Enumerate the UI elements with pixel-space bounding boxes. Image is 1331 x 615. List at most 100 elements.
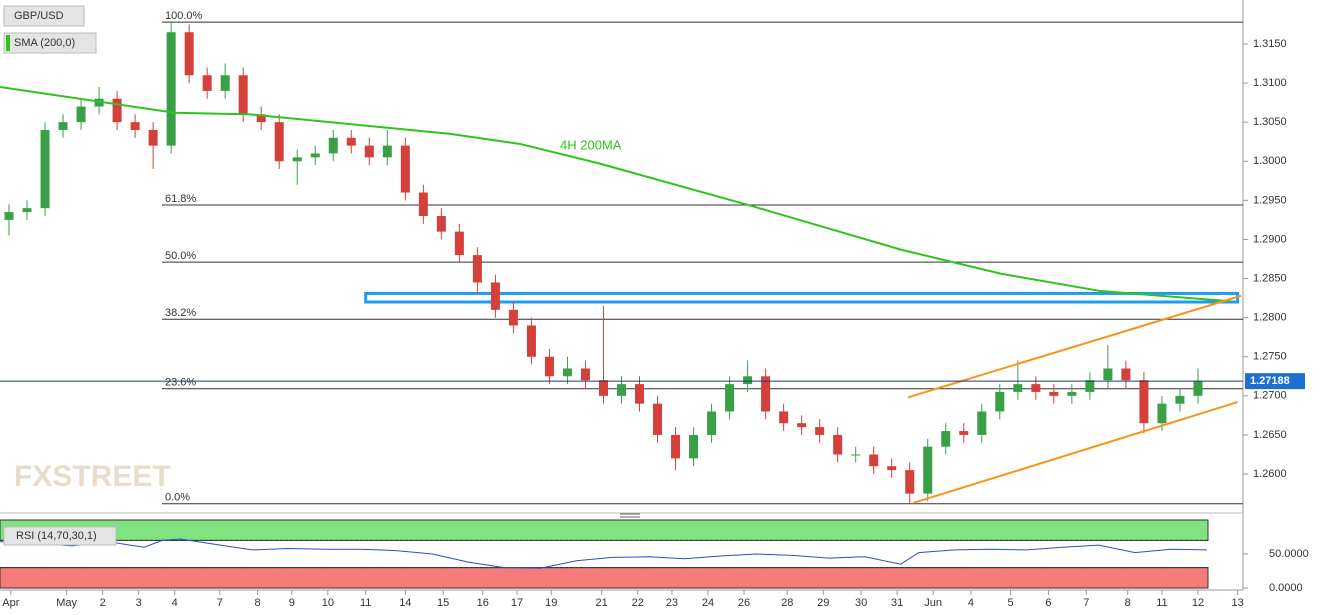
candle-body	[707, 411, 717, 435]
y-tick-label: 1.2900	[1253, 233, 1287, 245]
y-tick-label: 1.3050	[1253, 116, 1287, 128]
candle-body	[851, 454, 861, 456]
candle-body	[1049, 391, 1059, 396]
candle-body	[1193, 380, 1203, 396]
y-tick-label: 1.2950	[1253, 194, 1287, 206]
candle-body	[616, 384, 627, 396]
y-tick-label: 1.2600	[1253, 468, 1287, 480]
x-tick-label: 11	[360, 597, 371, 609]
candle-body	[959, 431, 969, 435]
candle-body	[436, 215, 446, 232]
x-tick-label: 6	[1045, 597, 1051, 609]
y-tick-label: 1.3100	[1253, 77, 1287, 89]
candle-body	[490, 282, 500, 310]
legend-box	[3, 32, 97, 54]
candle-body	[1031, 384, 1041, 392]
rsi-title-box	[3, 526, 117, 546]
candle-body	[815, 427, 825, 435]
candle-body	[1139, 380, 1149, 424]
x-tick-label: 4	[172, 597, 178, 609]
candle-body	[328, 137, 338, 154]
y-tick-label: 50.0000	[1269, 548, 1309, 560]
candle-body	[310, 153, 320, 158]
candle-body	[346, 137, 356, 146]
symbol-label: GBP/USD	[14, 10, 64, 22]
legend-label: SMA (200,0)	[14, 37, 75, 49]
candle-body	[689, 434, 699, 459]
legend-swatch	[6, 35, 10, 51]
rsi-title: RSI (14,70,30,1)	[16, 530, 97, 542]
fib-label: 38.2%	[165, 307, 196, 319]
candle-body	[544, 356, 554, 377]
x-tick-label: 29	[817, 597, 829, 609]
x-tick-label: 23	[666, 597, 678, 609]
x-tick-label: 26	[738, 597, 750, 609]
x-tick-label: 21	[596, 597, 608, 609]
y-tick-label: 1.3000	[1253, 155, 1287, 167]
x-tick-label: 9	[289, 597, 295, 609]
candle-body	[202, 75, 212, 91]
y-tick-label: 1.2800	[1253, 312, 1287, 324]
channel-line	[907, 294, 1242, 399]
candle-body	[761, 376, 771, 412]
x-tick-label: 22	[632, 597, 644, 609]
x-tick-label: 10	[322, 597, 334, 609]
candle-body	[58, 122, 68, 130]
candle-body	[22, 208, 32, 213]
symbol-box	[3, 5, 85, 27]
last-price-label: 1.27188	[1250, 375, 1290, 387]
candle-body	[238, 75, 248, 115]
fib-label: 50.0%	[165, 250, 196, 262]
candle-body	[833, 434, 843, 455]
x-tick-label: 24	[702, 597, 714, 609]
x-tick-label: 31	[891, 597, 903, 609]
candle-body	[1157, 403, 1167, 424]
y-tick-label: 1.2850	[1253, 272, 1287, 284]
candle-body	[1085, 380, 1095, 392]
candle-body	[454, 231, 464, 256]
fib-label: 100.0%	[165, 10, 203, 22]
x-tick-label: Jun	[924, 597, 942, 609]
candle-body	[1103, 368, 1113, 381]
candle-body	[526, 325, 536, 357]
candle-body	[472, 255, 482, 283]
x-tick-label: 8	[1125, 597, 1131, 609]
fib-label: 61.8%	[165, 193, 196, 205]
candle-body	[292, 157, 302, 162]
candle-body	[40, 129, 50, 209]
fib-label: 0.0%	[165, 492, 190, 504]
sma-annotation: 4H 200MA	[560, 137, 622, 152]
candle-body	[184, 32, 194, 76]
sma-line	[0, 85, 1231, 303]
candle-body	[508, 309, 518, 326]
channel-line	[913, 401, 1238, 504]
x-tick-label: 13	[1231, 597, 1243, 609]
candle-body	[598, 380, 608, 396]
rsi-band	[0, 519, 1209, 541]
candle-body	[256, 114, 266, 123]
candle-body	[671, 434, 681, 459]
candle-body	[166, 32, 176, 146]
candle-body	[1067, 391, 1077, 396]
x-tick-label: 7	[1083, 597, 1089, 609]
x-tick-label: 12	[1192, 597, 1204, 609]
candle-body	[635, 384, 645, 404]
pane-handle	[620, 513, 640, 518]
y-tick-label: 1.2750	[1253, 351, 1287, 363]
x-tick-label: 2	[100, 597, 106, 609]
x-tick-label: 8	[255, 597, 261, 609]
candle-body	[977, 411, 987, 435]
x-tick-label: 3	[136, 597, 142, 609]
candle-body	[418, 192, 428, 216]
candle-body	[130, 122, 140, 130]
candle-body	[725, 384, 735, 412]
x-tick-label: 5	[1008, 597, 1014, 609]
candle-body	[779, 411, 789, 424]
x-tick-label: 16	[477, 597, 489, 609]
candle-body	[274, 122, 284, 162]
rsi-line	[0, 538, 1207, 569]
x-tick-label: 7	[217, 597, 223, 609]
x-tick-label: Apr	[2, 597, 19, 609]
candle-body	[797, 423, 807, 428]
